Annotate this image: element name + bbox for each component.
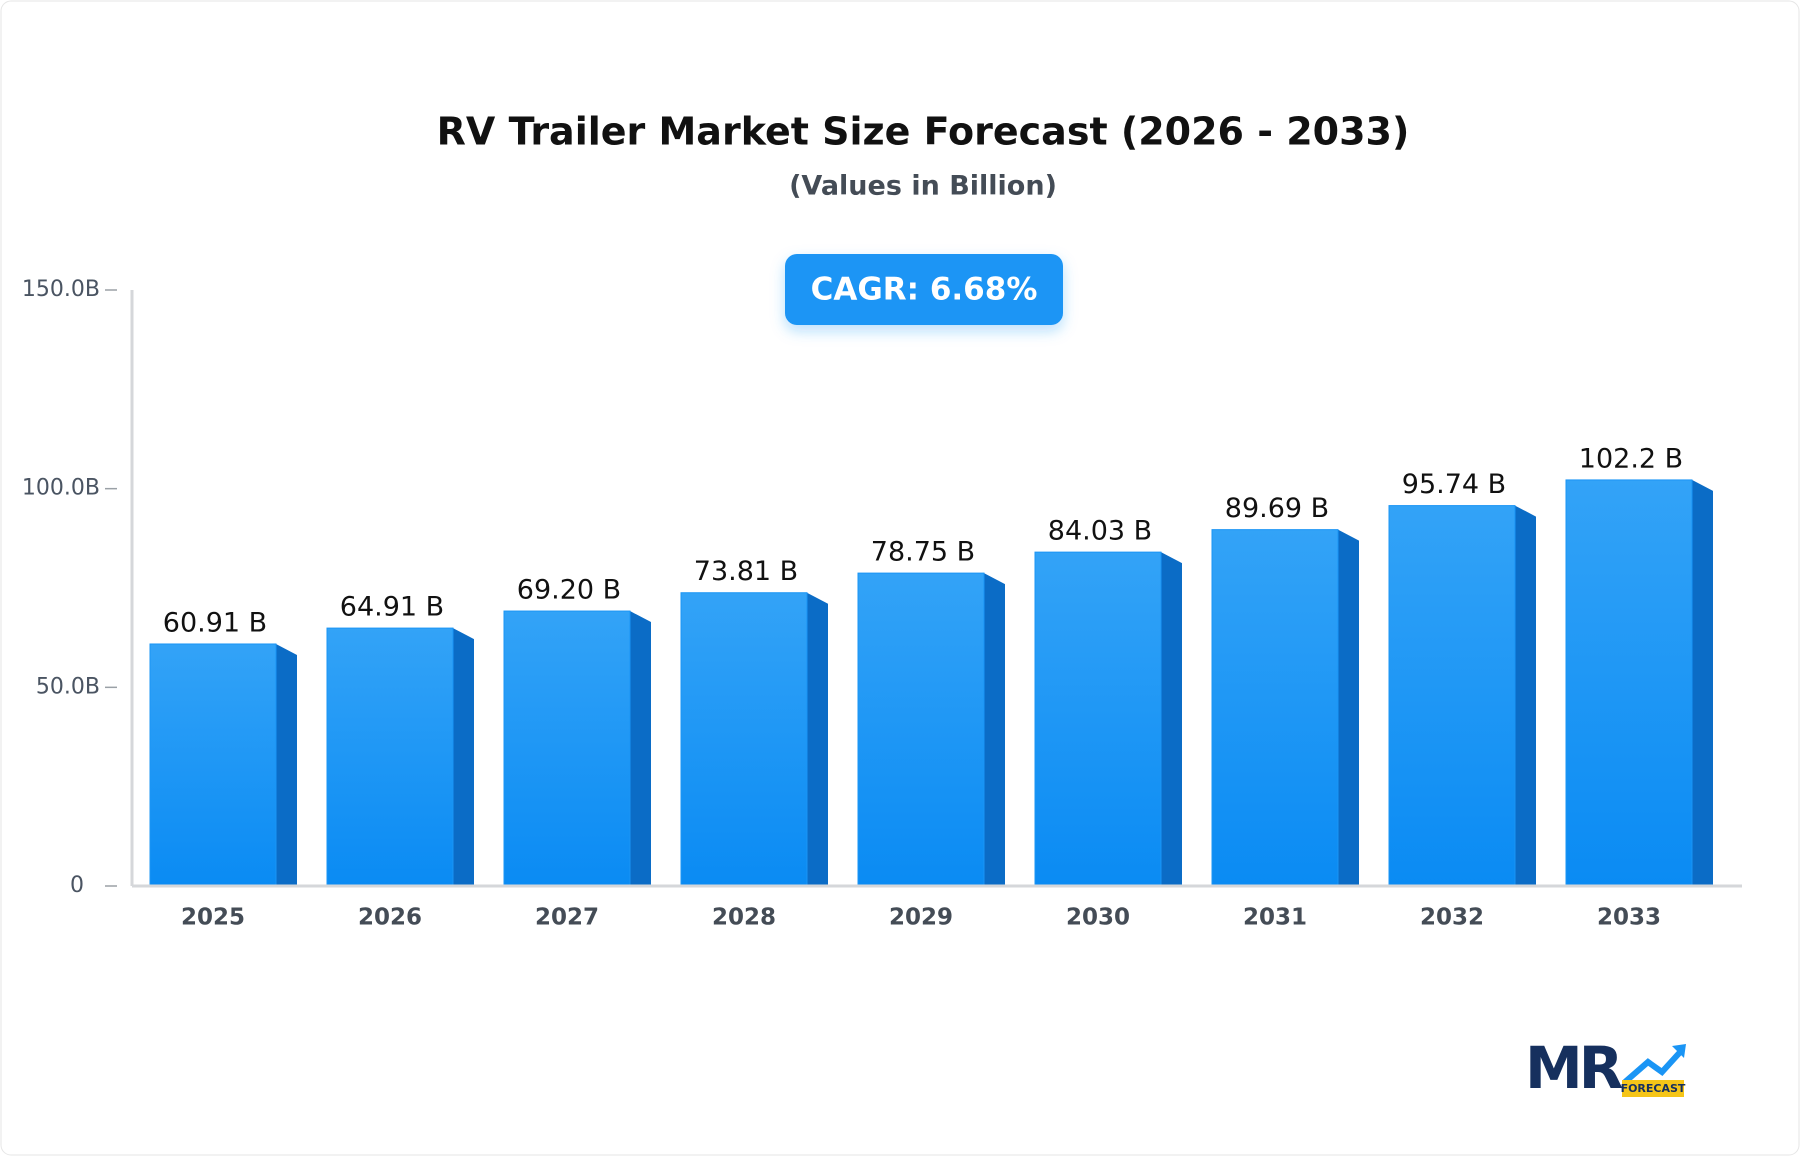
bar-side — [1338, 529, 1359, 886]
value-label: 78.75 B — [871, 537, 975, 568]
bar-side — [453, 628, 474, 886]
bar — [1034, 551, 1162, 887]
bar-side — [630, 611, 651, 886]
bar — [503, 610, 631, 887]
value-label: 102.2 B — [1579, 443, 1683, 474]
x-tick-label: 2029 — [889, 905, 953, 931]
cagr-badge — [785, 254, 1063, 325]
y-tick-label: 100.0B — [22, 476, 100, 501]
x-tick-label: 2031 — [1243, 905, 1307, 931]
x-tick-label: 2027 — [535, 905, 599, 931]
x-tick-label: 2028 — [712, 905, 776, 931]
logo-text: MR — [1525, 1034, 1623, 1102]
value-label: 60.91 B — [163, 607, 267, 638]
y-tick-label: 50.0B — [36, 674, 100, 699]
y-tick-label: 0 — [70, 873, 84, 898]
bar — [857, 572, 985, 887]
logo-arrowhead — [1672, 1044, 1686, 1058]
logo-arrow — [1623, 1047, 1685, 1085]
x-tick-label: 2025 — [181, 905, 245, 931]
bar-side — [807, 592, 828, 886]
logo-band — [1622, 1080, 1684, 1097]
bar-side — [984, 573, 1005, 886]
bar-side — [276, 643, 297, 886]
bar-side — [1692, 479, 1713, 886]
x-tick-label: 2030 — [1066, 905, 1130, 931]
value-label: 89.69 B — [1225, 493, 1329, 524]
value-label: 69.20 B — [517, 575, 621, 606]
logo-sub: FORECAST — [1621, 1082, 1686, 1095]
x-tick-label: 2033 — [1597, 905, 1661, 931]
bar — [1211, 529, 1339, 887]
bar — [1388, 505, 1516, 887]
bar — [149, 643, 277, 887]
chart-subtitle: (Values in Billion) — [789, 171, 1057, 202]
bar — [326, 627, 454, 887]
value-label: 84.03 B — [1048, 516, 1152, 547]
bar — [1565, 479, 1693, 887]
x-tick-label: 2026 — [358, 905, 422, 931]
bar-side — [1161, 552, 1182, 886]
value-label: 73.81 B — [694, 556, 798, 587]
y-tick-label: 150.0B — [22, 277, 100, 302]
logo: MR FORECAST — [1525, 1034, 1686, 1102]
bar-side — [1515, 505, 1536, 886]
chart-title: RV Trailer Market Size Forecast (2026 - … — [437, 110, 1410, 154]
x-tick-label: 2032 — [1420, 905, 1484, 931]
value-label: 95.74 B — [1402, 469, 1506, 500]
bar — [680, 592, 808, 887]
value-label: 64.91 B — [340, 592, 444, 623]
cagr-label: CAGR: 6.68% — [811, 272, 1038, 308]
